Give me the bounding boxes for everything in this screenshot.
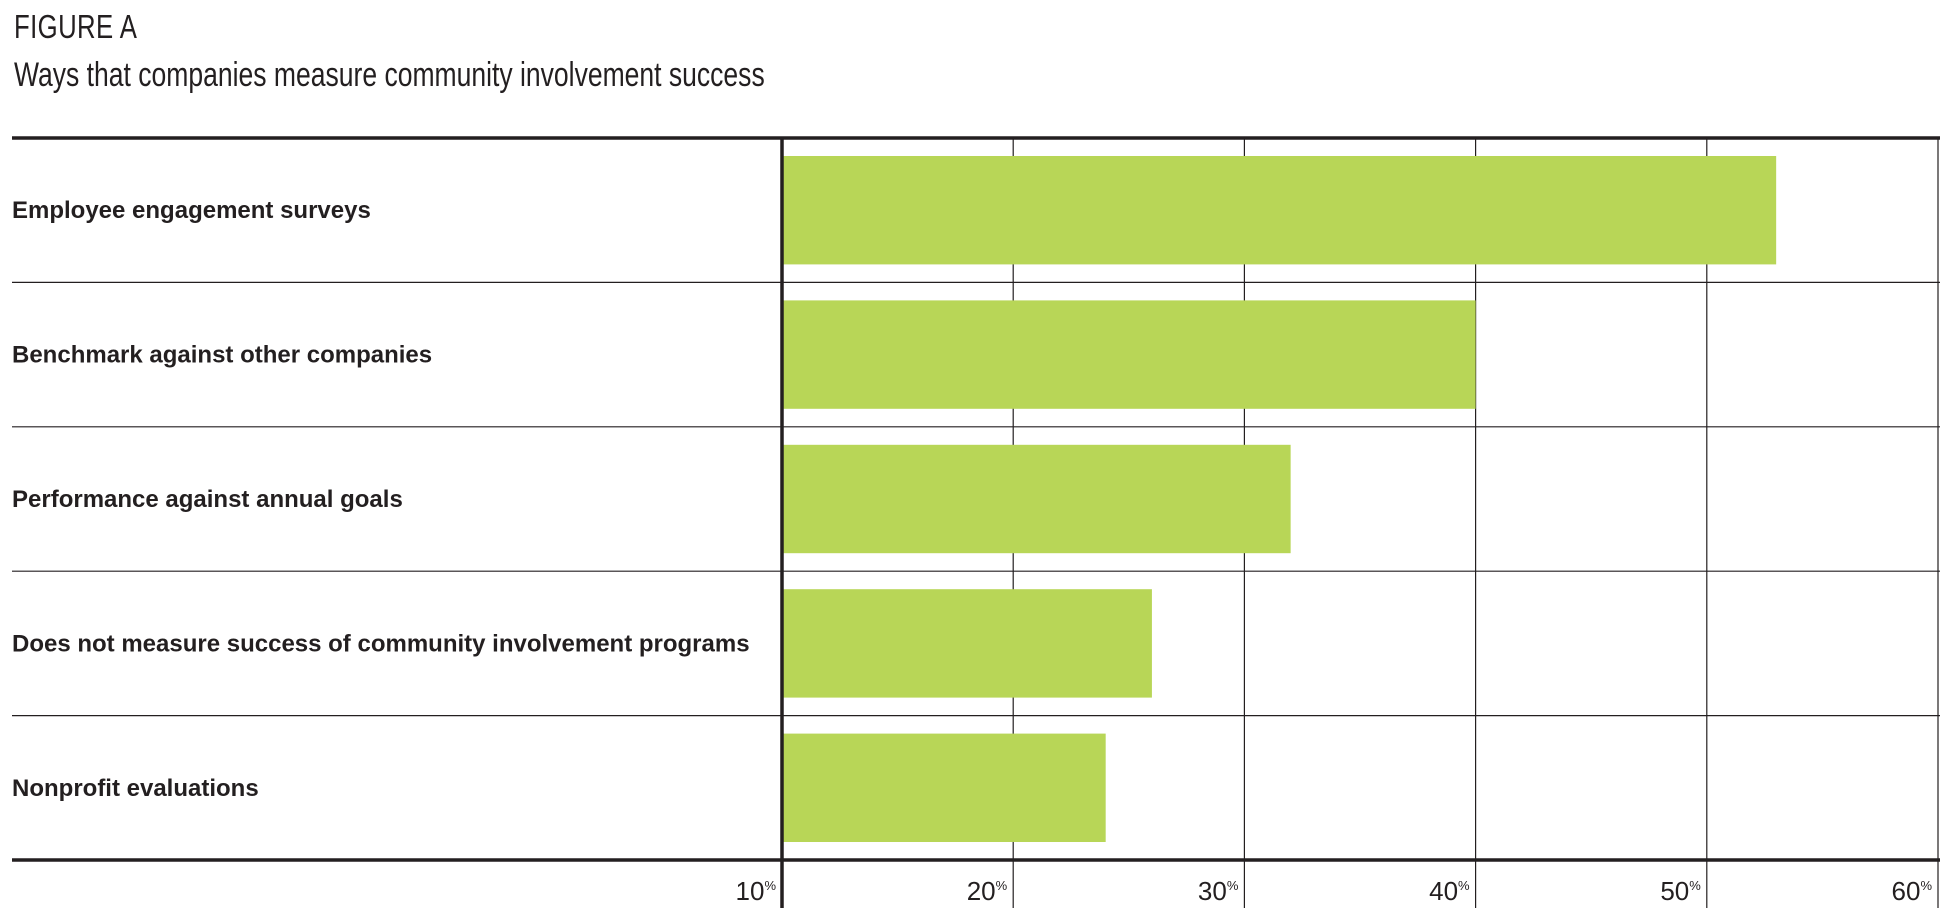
tick-label: 10% — [736, 876, 777, 906]
tick-label: 20% — [967, 876, 1008, 906]
tick-label: 30% — [1198, 876, 1239, 906]
category-label: Employee engagement surveys — [12, 197, 371, 224]
tick-label: 40% — [1429, 876, 1470, 906]
bar — [782, 444, 1291, 554]
category-label: Does not measure success of community in… — [12, 630, 750, 657]
category-label: Performance against annual goals — [12, 486, 403, 513]
tick-label: 50% — [1660, 876, 1701, 906]
bar — [782, 300, 1476, 409]
chart-title: Ways that companies measure community in… — [14, 56, 765, 94]
category-label: Nonprofit evaluations — [12, 775, 259, 802]
figure-label: FIGURE A — [14, 8, 138, 45]
tick-label: 60% — [1892, 876, 1933, 906]
bar — [782, 589, 1152, 698]
category-label: Benchmark against other companies — [12, 342, 432, 369]
bar — [782, 156, 1777, 265]
bar — [782, 733, 1106, 842]
